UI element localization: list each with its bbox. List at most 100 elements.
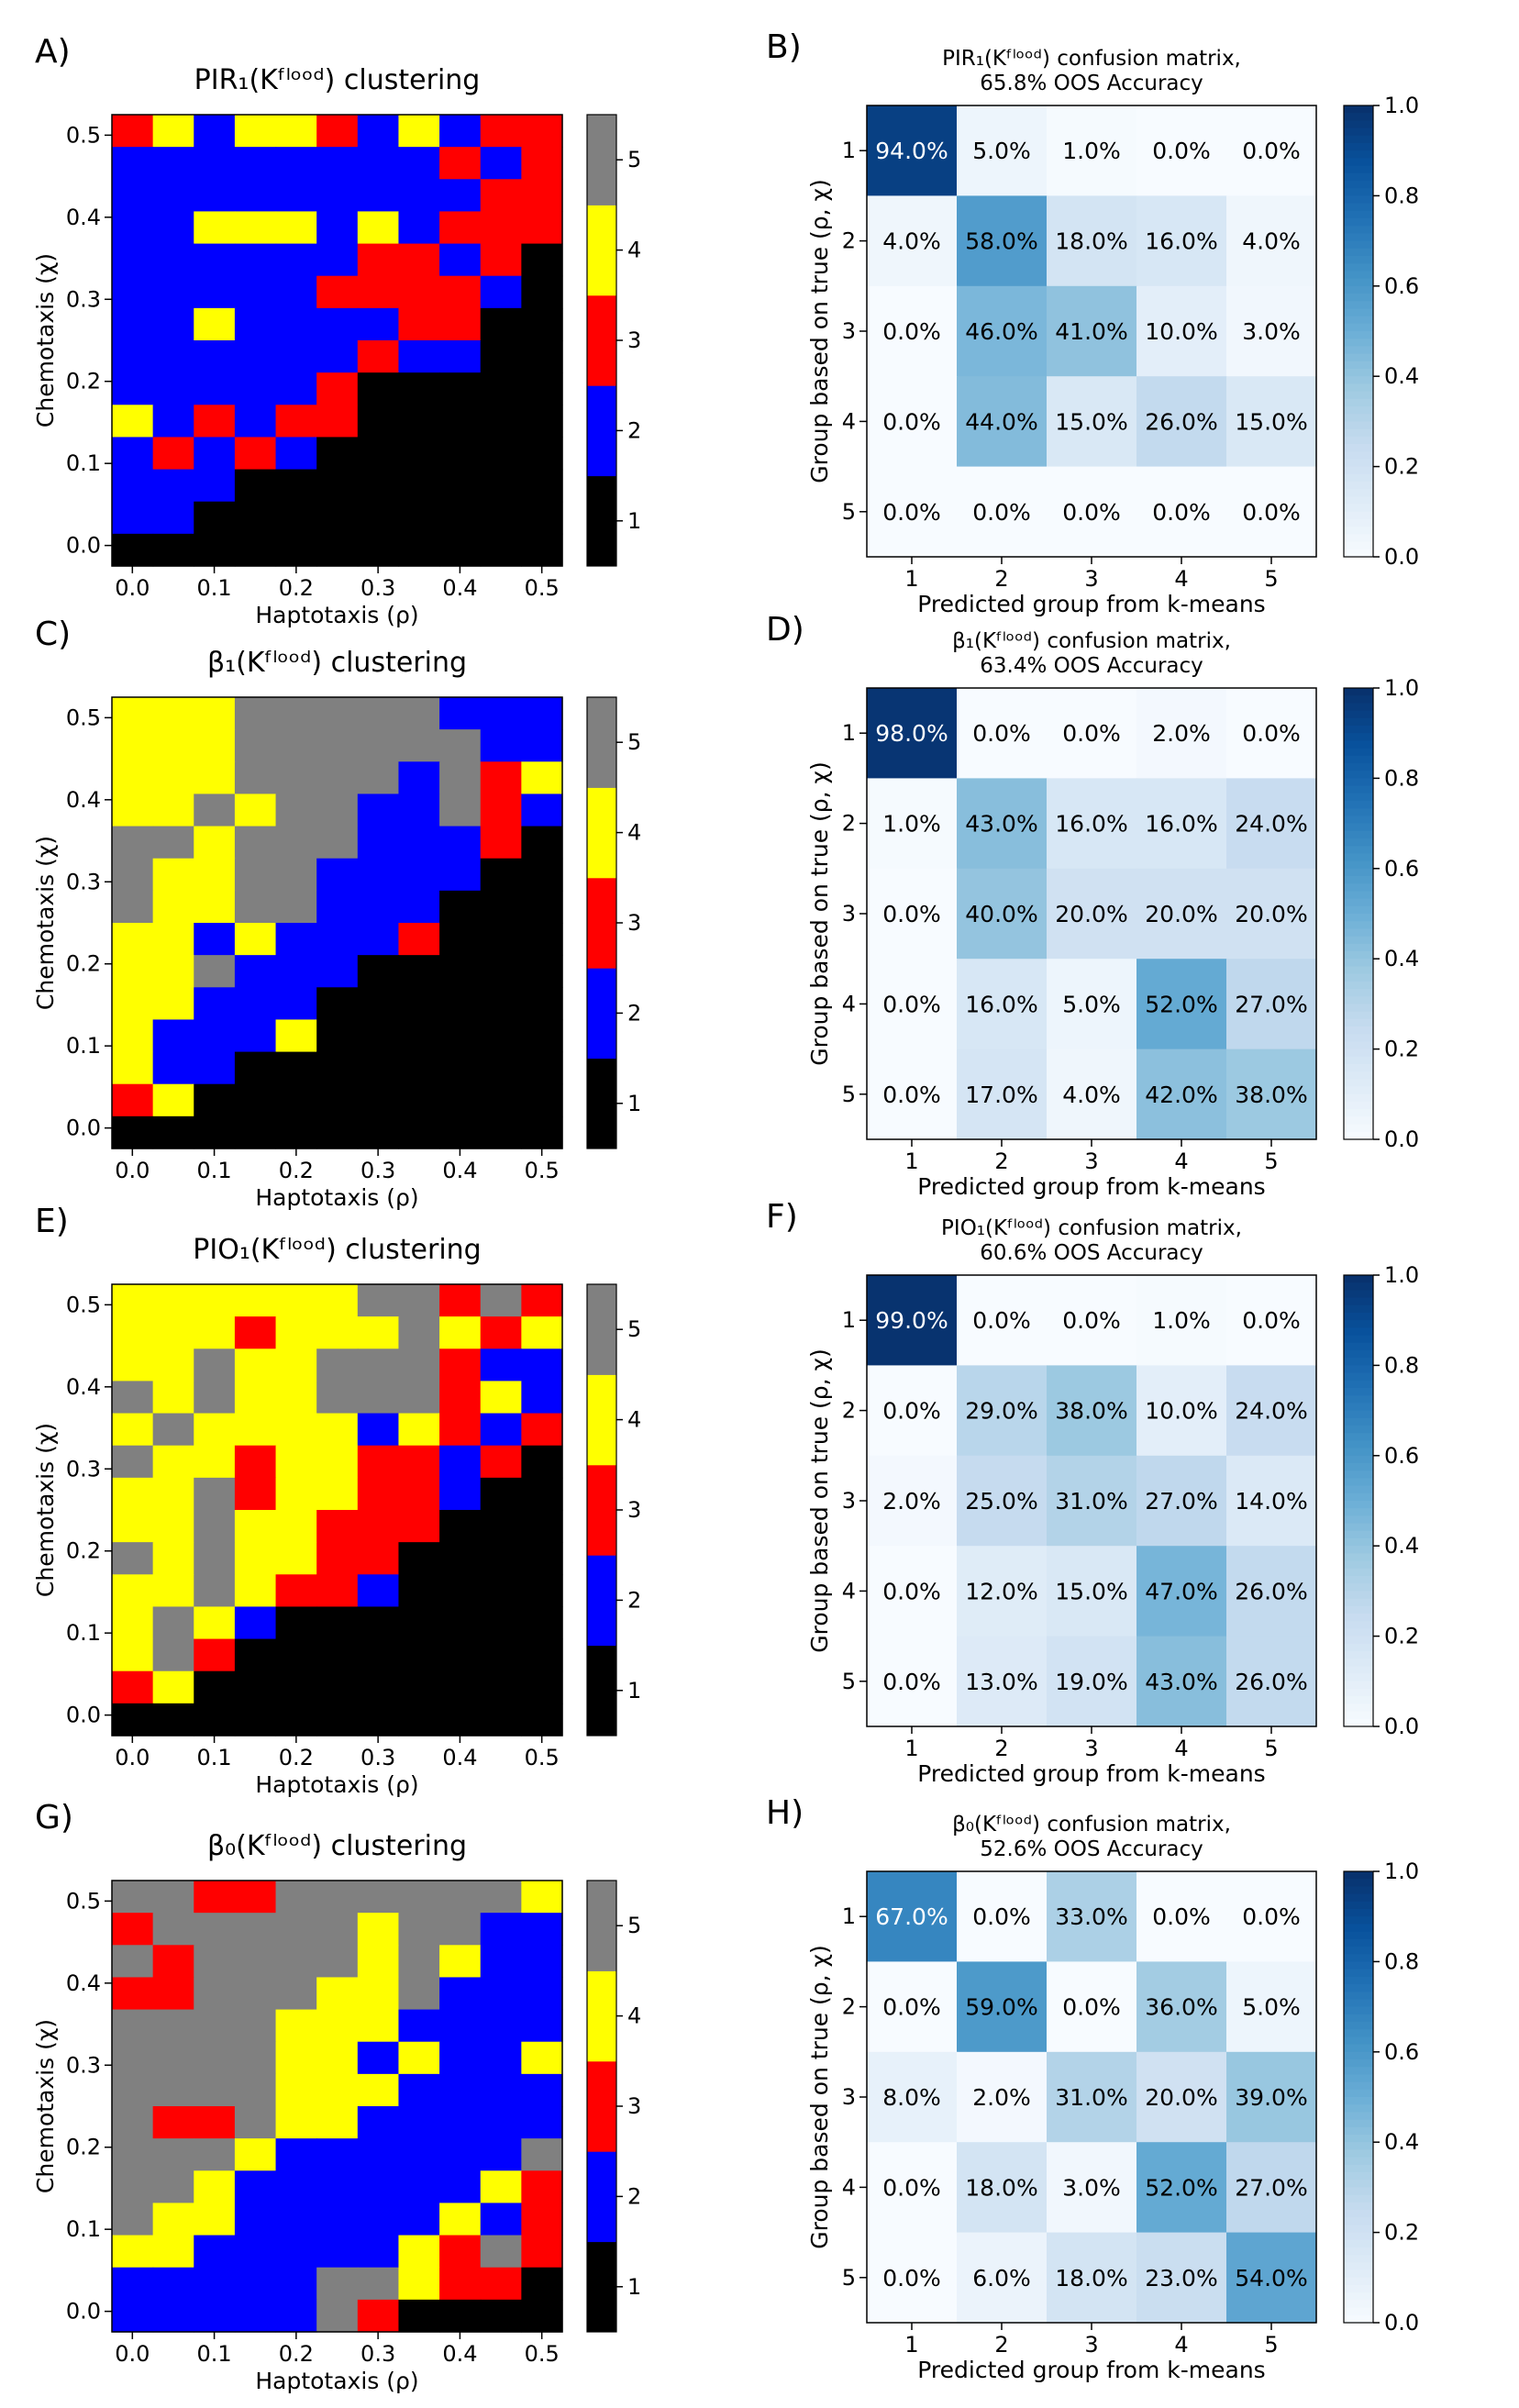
- colorbar-gradient-step: [1344, 1901, 1373, 1910]
- matrix-cell: [1226, 1871, 1317, 1962]
- heatmap-cell: [275, 2106, 317, 2139]
- colorbar-tick-label: 0.8: [1384, 183, 1419, 208]
- heatmap-cell: [439, 2009, 482, 2043]
- heatmap-cell: [316, 275, 359, 309]
- colorbar-gradient-step: [1344, 2112, 1373, 2121]
- heatmap-cell: [275, 1945, 317, 1979]
- heatmap-cell: [480, 1945, 522, 1979]
- heatmap-cell: [275, 2009, 317, 2043]
- heatmap-cell: [316, 1316, 359, 1349]
- panels-layer: A) PIR₁(Kᶠˡᵒᵒᵈ) clustering 0.0 0.1 0.2 0.3 0.4…: [32, 28, 1419, 2394]
- heatmap-cell: [480, 1977, 522, 2011]
- heatmap-cell: [521, 501, 563, 535]
- y-tick-label: 0.0: [66, 533, 101, 559]
- heatmap-cell: [357, 1510, 400, 1543]
- heatmap-cell: [398, 761, 440, 795]
- heatmap-cell: [357, 2299, 400, 2333]
- heatmap-cell: [316, 1348, 359, 1382]
- panel-title: PIO₁(Kᶠˡᵒᵒᵈ) clustering: [193, 1234, 481, 1266]
- colorbar-gradient-step: [1344, 2300, 1373, 2309]
- heatmap-cell: [234, 1703, 277, 1737]
- colorbar-gradient-step: [1344, 398, 1373, 407]
- heatmap-cell: [439, 1445, 482, 1479]
- heatmap-cell: [316, 2138, 359, 2171]
- heatmap-cell: [194, 115, 236, 148]
- heatmap-cell: [357, 923, 400, 956]
- heatmap-cell: [152, 115, 194, 148]
- matrix-cell: [1047, 1275, 1137, 1366]
- heatmap-cell: [152, 858, 194, 892]
- panel-title-line1: β₁(Kᶠˡᵒᵒᵈ) confusion matrix,: [952, 629, 1231, 653]
- x-tick-label: 3: [1084, 1149, 1098, 1174]
- heatmap-cell: [152, 1606, 194, 1640]
- heatmap-cell: [112, 437, 154, 471]
- colorbar-gradient-step: [1344, 181, 1373, 189]
- heatmap-cell: [398, 2106, 440, 2139]
- heatmap-cell: [480, 1083, 522, 1117]
- matrix-cell-label: 27.0%: [1235, 2174, 1307, 2201]
- panel-a: A) PIR₁(Kᶠˡᵒᵒᵈ) clustering 0.0 0.1 0.2 0.3 0.4…: [32, 33, 641, 628]
- heatmap-cell: [112, 115, 154, 148]
- heatmap-cell: [316, 1574, 359, 1608]
- heatmap-cell: [194, 2041, 236, 2075]
- y-tick-label: 0.2: [66, 1538, 101, 1564]
- heatmap-cell: [112, 1019, 154, 1053]
- heatmap-cell: [152, 2267, 194, 2301]
- matrix-cell: [1136, 959, 1227, 1050]
- colorbar-tick-label: 4: [627, 238, 641, 263]
- heatmap-cell: [398, 372, 440, 405]
- colorbar-gradient-step: [1344, 128, 1373, 137]
- matrix-cell-label: 43.0%: [1145, 1669, 1217, 1695]
- heatmap-cell: [439, 1574, 482, 1608]
- heatmap-cell: [398, 1542, 440, 1575]
- matrix-cell-label: 16.0%: [1145, 228, 1217, 255]
- heatmap-cell: [316, 147, 359, 180]
- y-tick-label: 1: [842, 1903, 856, 1929]
- colorbar-gradient-step: [1344, 353, 1373, 362]
- matrix-cell: [867, 376, 958, 468]
- heatmap-cell: [234, 2170, 277, 2204]
- x-axis-label: Predicted group from k-means: [917, 1173, 1265, 1200]
- heatmap-cell: [275, 1413, 317, 1447]
- colorbar-gradient-step: [1344, 2194, 1373, 2203]
- matrix-cell: [867, 868, 958, 960]
- heatmap-cell: [275, 1542, 317, 1575]
- heatmap-cell: [398, 1606, 440, 1640]
- heatmap-cell: [316, 405, 359, 438]
- heatmap-cell: [234, 1945, 277, 1979]
- heatmap-cell: [234, 501, 277, 535]
- heatmap-cell: [357, 2235, 400, 2269]
- heatmap-cell: [194, 1606, 236, 1640]
- colorbar-tick-label: 1: [627, 508, 641, 534]
- colorbar-gradient-step: [1344, 891, 1373, 900]
- colorbar-gradient-step: [1344, 233, 1373, 242]
- heatmap-cell: [112, 1638, 154, 1672]
- heatmap-cell: [234, 2235, 277, 2269]
- y-axis-label: Chemotaxis (χ): [32, 1423, 59, 1597]
- heatmap-cell: [521, 761, 563, 795]
- colorbar-gradient-step: [1344, 2225, 1373, 2234]
- colorbar-gradient-step: [1344, 778, 1373, 787]
- heatmap-cell: [521, 1381, 563, 1415]
- heatmap-cell: [194, 1381, 236, 1415]
- colorbar-gradient-step: [1344, 489, 1373, 497]
- heatmap-cell: [521, 1115, 563, 1149]
- heatmap-cell: [480, 437, 522, 471]
- heatmap-cell: [234, 179, 277, 213]
- colorbar-gradient-step: [1344, 846, 1373, 854]
- colorbar-gradient-step: [1344, 943, 1373, 952]
- y-tick-label: 5: [842, 1669, 856, 1694]
- heatmap-cell: [521, 1881, 563, 1914]
- colorbar-tick-label: 1.0: [1384, 1262, 1419, 1288]
- colorbar-gradient-step: [1344, 421, 1373, 430]
- heatmap-cell: [480, 2267, 522, 2301]
- heatmap-cell: [234, 307, 277, 341]
- heatmap-cell: [316, 340, 359, 373]
- matrix-cell-label: 29.0%: [965, 1398, 1037, 1425]
- heatmap-cell: [439, 533, 482, 567]
- heatmap-cell: [194, 923, 236, 956]
- matrix-cell: [1047, 2051, 1137, 2143]
- matrix-cell: [1047, 1365, 1137, 1457]
- heatmap-cell: [152, 923, 194, 956]
- matrix-cell: [867, 195, 958, 287]
